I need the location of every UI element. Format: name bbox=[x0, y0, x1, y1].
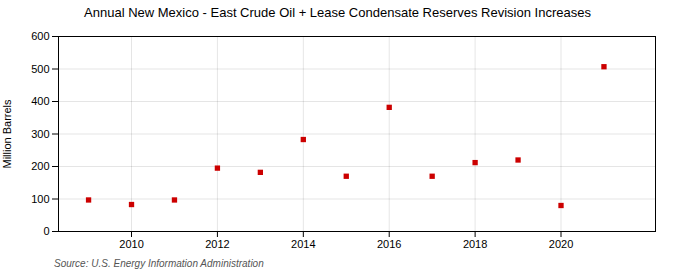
svg-text:2016: 2016 bbox=[377, 238, 401, 250]
svg-text:600: 600 bbox=[31, 30, 49, 42]
svg-text:400: 400 bbox=[31, 95, 49, 107]
svg-text:2012: 2012 bbox=[205, 238, 229, 250]
svg-text:Million Barrels: Million Barrels bbox=[1, 99, 13, 169]
svg-text:500: 500 bbox=[31, 63, 49, 75]
svg-text:2014: 2014 bbox=[291, 238, 315, 250]
html-text:Annual New Mexico - East Crude: Annual New Mexico - East Crude Oil + Lea… bbox=[84, 5, 591, 20]
svg-text:0: 0 bbox=[43, 225, 49, 237]
html-text:Source: U.S. Energy Informatio: Source: U.S. Energy Information Administ… bbox=[54, 258, 264, 269]
svg-text:2010: 2010 bbox=[119, 238, 143, 250]
svg-text:2020: 2020 bbox=[549, 238, 573, 250]
svg-text:300: 300 bbox=[31, 128, 49, 140]
svg-text:100: 100 bbox=[31, 193, 49, 205]
svg-text:200: 200 bbox=[31, 160, 49, 172]
svg-text:2018: 2018 bbox=[463, 238, 487, 250]
